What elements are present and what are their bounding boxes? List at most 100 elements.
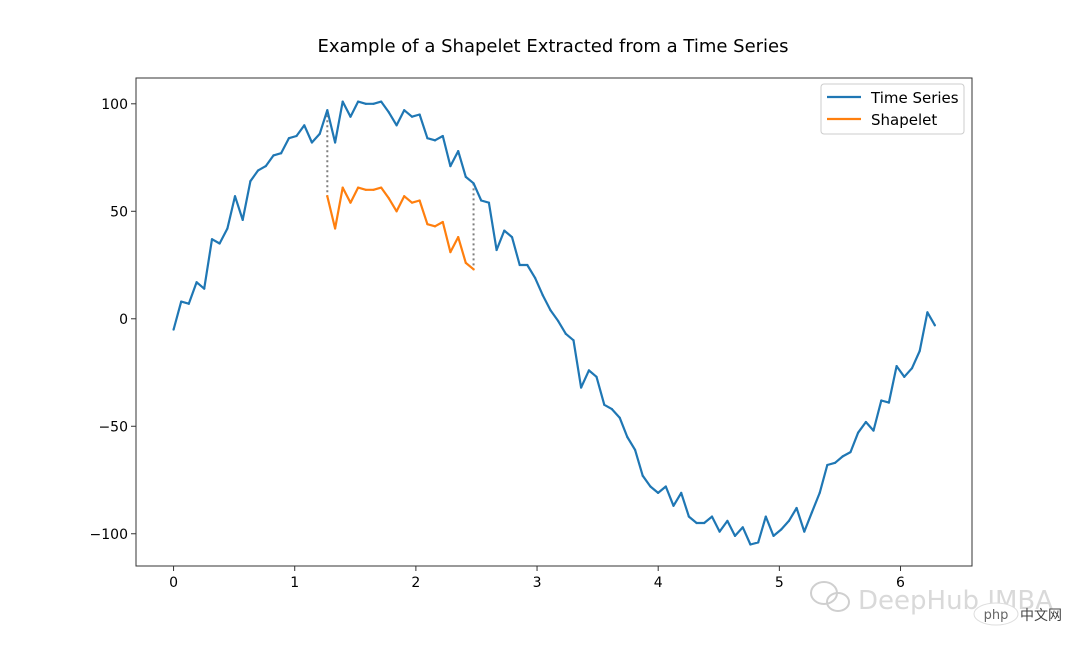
data-point-shapelet xyxy=(464,261,467,264)
data-point-time-series xyxy=(433,139,437,142)
data-point-time-series xyxy=(533,276,537,280)
data-point-time-series xyxy=(680,491,683,495)
data-point-time-series xyxy=(333,141,337,144)
data-point-time-series xyxy=(603,403,606,406)
data-point-time-series xyxy=(710,515,714,518)
data-point-time-series xyxy=(618,416,621,419)
y-tick-label: 50 xyxy=(110,204,128,220)
data-point-time-series xyxy=(449,165,452,168)
data-point-time-series xyxy=(495,248,498,252)
data-point-time-series xyxy=(664,485,667,488)
data-point-time-series xyxy=(703,521,706,525)
chart-title: Example of a Shapelet Extracted from a T… xyxy=(317,36,788,57)
data-point-time-series xyxy=(872,429,875,432)
legend-label-time-series: Time Series xyxy=(870,89,959,107)
data-point-time-series xyxy=(426,137,429,140)
series-points-time-series xyxy=(172,100,936,546)
data-point-shapelet xyxy=(410,201,414,204)
y-tick-label: 100 xyxy=(101,97,128,113)
data-point-time-series xyxy=(933,324,936,327)
y-tick-label: −50 xyxy=(98,419,128,435)
data-point-shapelet xyxy=(472,268,475,271)
data-point-shapelet xyxy=(395,210,398,213)
watermark: DeepHub IMBA php 中文网 xyxy=(810,581,1062,626)
data-point-time-series xyxy=(326,109,329,112)
data-point-time-series xyxy=(541,294,544,297)
data-point-time-series xyxy=(733,534,737,538)
watermark-text: DeepHub IMBA xyxy=(858,586,1053,616)
data-point-time-series xyxy=(364,102,367,105)
data-point-shapelet xyxy=(326,195,329,198)
data-point-shapelet xyxy=(364,188,367,191)
data-point-time-series xyxy=(849,450,852,454)
data-point-time-series xyxy=(803,530,806,533)
data-point-time-series xyxy=(210,238,214,241)
y-tick-label: −100 xyxy=(90,527,128,543)
data-point-time-series xyxy=(695,521,698,525)
data-point-time-series xyxy=(195,281,198,284)
data-point-time-series xyxy=(510,235,514,239)
data-point-time-series xyxy=(880,399,883,402)
data-point-time-series xyxy=(410,115,414,118)
data-point-time-series xyxy=(580,386,583,389)
data-point-time-series xyxy=(318,132,321,135)
x-tick-label: 5 xyxy=(775,575,784,591)
data-point-time-series xyxy=(587,369,590,372)
data-point-time-series xyxy=(387,111,390,114)
data-point-time-series xyxy=(903,375,906,378)
data-point-shapelet xyxy=(333,227,337,230)
data-point-shapelet xyxy=(380,186,383,189)
data-point-time-series xyxy=(810,511,814,514)
x-tick-label: 0 xyxy=(169,575,178,591)
data-point-shapelet xyxy=(372,188,375,191)
data-point-shapelet xyxy=(387,197,390,200)
x-tick-label: 4 xyxy=(654,575,663,591)
data-point-time-series xyxy=(557,319,560,323)
data-point-time-series xyxy=(818,491,821,495)
y-tick-label: 0 xyxy=(119,312,128,328)
x-tick-label: 3 xyxy=(533,575,542,591)
series-line-time-series xyxy=(172,100,936,546)
data-point-time-series xyxy=(472,182,475,185)
data-point-time-series xyxy=(757,541,760,544)
data-point-time-series xyxy=(310,141,314,144)
axes-frame xyxy=(135,77,973,567)
data-point-time-series xyxy=(349,115,352,118)
data-point-time-series xyxy=(380,100,383,103)
data-point-time-series xyxy=(241,218,244,221)
data-point-time-series xyxy=(395,124,398,127)
data-point-time-series xyxy=(572,339,575,342)
data-point-shapelet xyxy=(449,251,452,254)
data-point-time-series xyxy=(172,328,175,331)
data-point-time-series xyxy=(718,530,721,533)
x-tick-label: 1 xyxy=(290,575,299,591)
x-tick-label: 6 xyxy=(896,575,905,591)
data-point-time-series xyxy=(549,309,552,312)
data-point-time-series xyxy=(610,407,614,411)
php-badge-label: php xyxy=(984,608,1009,623)
data-point-time-series xyxy=(857,431,860,434)
data-point-time-series xyxy=(272,154,275,157)
data-point-time-series xyxy=(503,229,506,232)
data-point-shapelet xyxy=(341,186,344,189)
data-point-shapelet xyxy=(349,201,352,204)
x-tick-label: 2 xyxy=(411,575,420,591)
data-point-time-series xyxy=(203,287,206,290)
wechat-icon xyxy=(810,581,850,612)
data-point-time-series xyxy=(303,124,306,127)
data-point-time-series xyxy=(403,109,406,112)
data-point-time-series xyxy=(518,263,521,267)
data-point-time-series xyxy=(649,485,652,488)
data-point-time-series xyxy=(672,504,675,507)
data-point-time-series xyxy=(595,375,598,378)
data-point-time-series xyxy=(280,152,283,155)
data-point-time-series xyxy=(787,519,791,522)
data-point-time-series xyxy=(249,180,252,183)
data-point-time-series xyxy=(741,526,744,529)
data-point-time-series xyxy=(480,199,483,202)
data-point-time-series xyxy=(180,300,183,303)
data-point-time-series xyxy=(887,401,890,404)
series-line-shapelet xyxy=(326,186,475,271)
data-point-time-series xyxy=(457,149,460,153)
